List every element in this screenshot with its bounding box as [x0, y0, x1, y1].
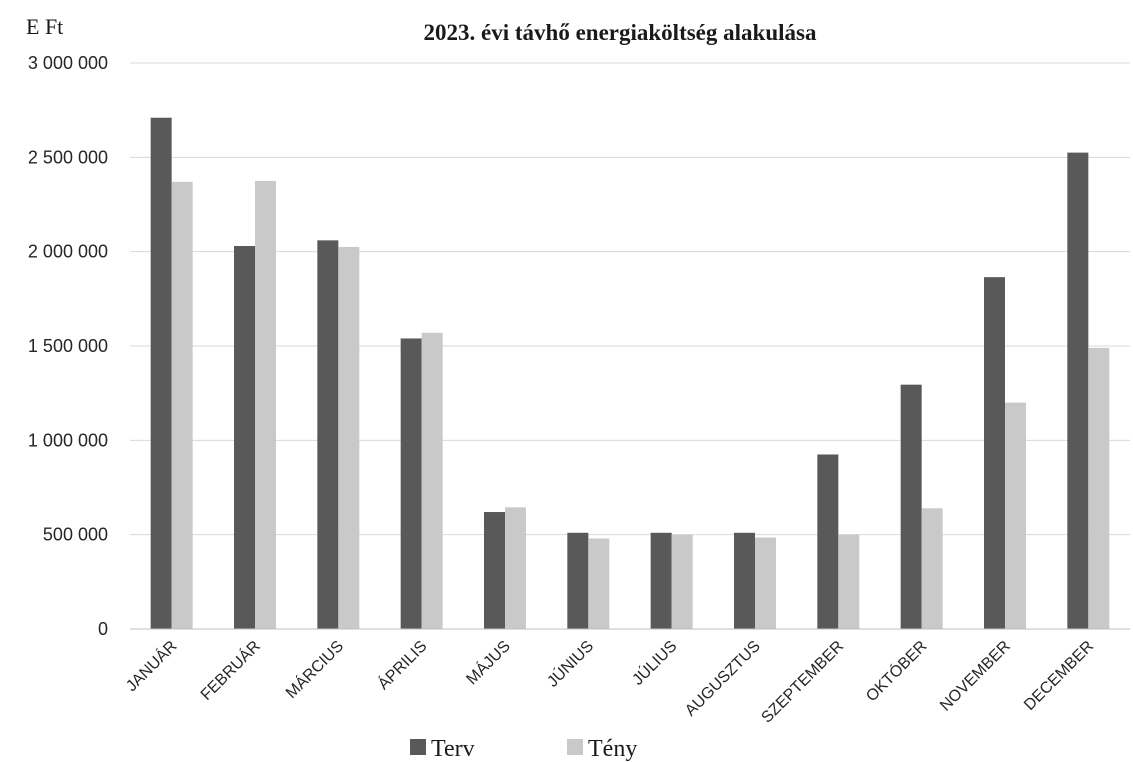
bar-terv-4 — [400, 338, 422, 629]
bars — [150, 117, 1110, 630]
legend-label-tény: Tény — [588, 736, 637, 762]
x-tick-label: FEBRUÁR — [196, 636, 263, 703]
bar-tény-3 — [338, 246, 360, 629]
bar-tény-8 — [755, 537, 776, 629]
bar-terv-5 — [484, 512, 505, 629]
bar-tény-6 — [588, 538, 610, 629]
x-tick-label: NOVEMBER — [937, 638, 1014, 715]
bar-tény-10 — [921, 508, 943, 629]
legend-swatch-terv — [410, 739, 426, 755]
bar-terv-9 — [817, 454, 839, 629]
x-tick-label: MÁJUS — [462, 636, 514, 688]
y-tick-label: 0 — [98, 619, 108, 639]
gridlines — [130, 62, 1130, 536]
y-tick-label: 500 000 — [43, 525, 108, 545]
bar-terv-3 — [317, 240, 339, 629]
x-tick-label: JÚNIUS — [543, 636, 597, 690]
bar-tény-9 — [838, 534, 860, 629]
bar-terv-7 — [650, 532, 672, 629]
legend-label-terv: Terv — [431, 736, 475, 762]
legend-swatch-tény — [567, 739, 583, 755]
x-tick-label: JÚLIUS — [628, 636, 680, 688]
x-tick-label: ÁPRILIS — [374, 636, 431, 693]
bar-tény-5 — [505, 507, 526, 629]
legend: Terv Tény — [410, 736, 637, 762]
x-tick-label: OKTÓBER — [862, 636, 931, 705]
bar-terv-6 — [567, 532, 589, 629]
x-tick-label: JANUÁR — [122, 636, 181, 695]
bar-terv-2 — [234, 246, 255, 630]
x-tick-label: DECEMBER — [1021, 638, 1097, 714]
y-tick-label: 1 500 000 — [28, 336, 108, 356]
bar-terv-10 — [900, 384, 922, 629]
y-tick-label: 2 000 000 — [28, 242, 108, 262]
y-axis-tick-labels: 0 500 000 1 000 000 1 500 000 2 000 000 2 500… — [28, 53, 108, 639]
bar-terv-11 — [984, 277, 1005, 629]
x-tick-label: MÁRCIUS — [282, 636, 348, 702]
y-tick-label: 3 000 000 — [28, 53, 108, 73]
bar-tény-2 — [255, 180, 276, 629]
x-axis-tick-labels: JANUÁR FEBRUÁR MÁRCIUS ÁPRILIS MÁJUS JÚNIUS JÚ… — [122, 636, 1097, 726]
y-tick-label: 2 500 000 — [28, 147, 108, 167]
chart-title: 2023. évi távhő energiaköltség alakulása — [424, 20, 817, 45]
y-axis-unit-label: E Ft — [26, 14, 63, 39]
bar-tény-7 — [671, 534, 693, 629]
x-tick-label: AUGUSZTUS — [682, 638, 764, 720]
bar-tény-4 — [421, 332, 443, 629]
y-tick-label: 1 000 000 — [28, 430, 108, 450]
bar-tény-11 — [1005, 402, 1026, 629]
bar-tény-1 — [171, 181, 193, 630]
bar-terv-8 — [734, 532, 755, 629]
bar-terv-1 — [150, 117, 172, 630]
x-tick-label: SZEPTEMBER — [758, 638, 847, 727]
bar-tény-12 — [1088, 347, 1110, 629]
bar-terv-12 — [1067, 152, 1089, 629]
